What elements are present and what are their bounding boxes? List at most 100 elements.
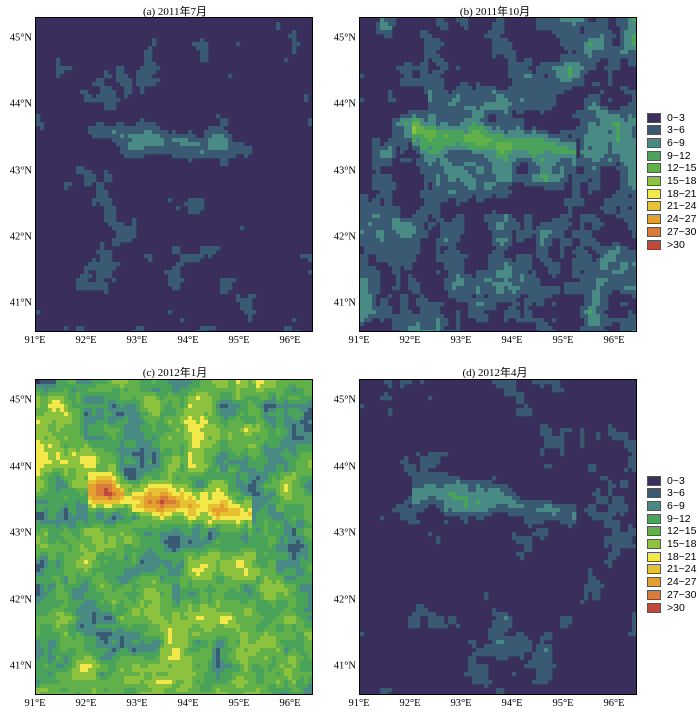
legend-swatch (647, 226, 661, 237)
legend-swatch (647, 475, 661, 486)
map-raster-d (360, 380, 636, 694)
legend-item: 27~30 (647, 588, 697, 601)
legend-swatch (647, 137, 661, 148)
legend-swatch (647, 564, 661, 575)
lon-tick-label: 91°E (24, 698, 46, 709)
lon-tick-label: 93°E (450, 335, 472, 346)
legend-swatch (647, 176, 661, 186)
lon-tick-label: 94°E (501, 698, 523, 709)
lat-tick-label: 44°N (9, 98, 32, 110)
lon-tick-label: 94°E (177, 335, 199, 346)
map-raster-a (36, 22, 312, 331)
legend-label: 15~18 (667, 175, 697, 187)
legend-item: >30 (647, 601, 685, 614)
lat-tick-label: 45°N (9, 32, 32, 44)
legend-item: 9~12 (647, 149, 691, 162)
legend-item: 18~21 (647, 187, 697, 200)
legend-label: 21~24 (667, 563, 697, 576)
lon-tick-label: 96°E (279, 698, 301, 709)
lon-tick-label: 94°E (177, 698, 199, 709)
legend-label: 24~27 (667, 576, 697, 589)
lon-tick-label: 91°E (348, 698, 370, 709)
panel-title-b: (b) 2011年10月 (459, 6, 531, 18)
legend-swatch (647, 577, 661, 588)
legend-item: 3~6 (647, 487, 685, 499)
legend-label: 15~18 (667, 538, 697, 550)
lon-tick-label: 96°E (603, 698, 625, 709)
map-raster-b (360, 18, 636, 331)
legend-swatch (647, 188, 661, 199)
legend-swatch (647, 551, 661, 562)
map-a (35, 17, 313, 332)
panel-title-a: (a) 2011年7月 (142, 6, 208, 18)
legend-label: 18~21 (667, 187, 697, 200)
legend-label: 0~3 (667, 474, 685, 487)
legend-label: 9~12 (667, 149, 691, 162)
lat-tick-label: 45°N (333, 32, 356, 44)
lat-tick-label: 41°N (9, 660, 32, 672)
lon-tick-label: 91°E (24, 335, 46, 346)
legend-swatch (647, 163, 661, 174)
legend-label: >30 (667, 601, 685, 614)
legend-item: 12~15 (647, 525, 697, 538)
legend-item: 9~12 (647, 513, 691, 525)
lat-tick-label: 43°N (9, 527, 32, 539)
legend-label: 18~21 (667, 550, 697, 563)
legend-label: >30 (667, 238, 685, 251)
legend-item: 6~9 (647, 136, 685, 149)
lat-tick-label: 45°N (9, 394, 32, 406)
legend-swatch (647, 112, 661, 123)
lat-tick-label: 43°N (333, 527, 356, 539)
legend-item: 24~27 (647, 213, 697, 226)
lon-tick-label: 95°E (228, 335, 250, 346)
map-raster-c (36, 380, 312, 694)
legend-label: 0~3 (667, 111, 685, 124)
legend-item: 0~3 (647, 111, 685, 124)
legend-label: 27~30 (667, 588, 697, 601)
lat-tick-label: 44°N (333, 461, 356, 473)
lat-tick-label: 42°N (333, 231, 356, 243)
legend-item: 21~24 (647, 563, 697, 576)
lon-tick-label: 96°E (279, 335, 301, 346)
lon-tick-label: 93°E (450, 698, 472, 709)
lat-tick-label: 42°N (9, 594, 32, 606)
legend-item: 15~18 (647, 175, 697, 187)
lat-tick-label: 44°N (9, 461, 32, 473)
lon-tick-label: 93°E (126, 335, 148, 346)
lat-tick-label: 41°N (333, 660, 356, 672)
lat-tick-label: 42°N (333, 594, 356, 606)
lon-tick-label: 92°E (399, 698, 421, 709)
lon-tick-label: 95°E (552, 335, 574, 346)
legend-swatch (647, 239, 661, 250)
legend-swatch (647, 513, 661, 524)
lat-tick-label: 43°N (333, 165, 356, 177)
lat-tick-label: 41°N (333, 297, 356, 309)
legend-item: 15~18 (647, 538, 697, 550)
legend-label: 3~6 (667, 124, 685, 137)
legend-label: 27~30 (667, 225, 697, 238)
legend-label: 21~24 (667, 200, 697, 213)
legend-swatch (647, 201, 661, 212)
legend-item: 0~3 (647, 474, 685, 487)
legend-item: 12~15 (647, 162, 697, 175)
lon-tick-label: 92°E (399, 335, 421, 346)
legend-item: 6~9 (647, 500, 685, 512)
legend-label: 6~9 (667, 136, 685, 149)
map-d (359, 379, 637, 695)
legend-item: 27~30 (647, 225, 697, 238)
lat-tick-label: 44°N (333, 98, 356, 110)
lon-tick-label: 92°E (75, 698, 97, 709)
legend-item: >30 (647, 238, 685, 251)
lat-tick-label: 41°N (9, 297, 32, 309)
legend-label: 12~15 (667, 162, 697, 175)
legend-label: 12~15 (667, 525, 697, 538)
lon-tick-label: 95°E (552, 698, 574, 709)
lon-tick-label: 95°E (228, 698, 250, 709)
lon-tick-label: 96°E (603, 335, 625, 346)
panel-title-c: (c) 2012年1月 (142, 367, 208, 379)
legend-label: 24~27 (667, 213, 697, 226)
lat-tick-label: 43°N (9, 165, 32, 177)
lon-tick-label: 91°E (348, 335, 370, 346)
lon-tick-label: 92°E (75, 335, 97, 346)
legend-swatch (647, 125, 661, 136)
